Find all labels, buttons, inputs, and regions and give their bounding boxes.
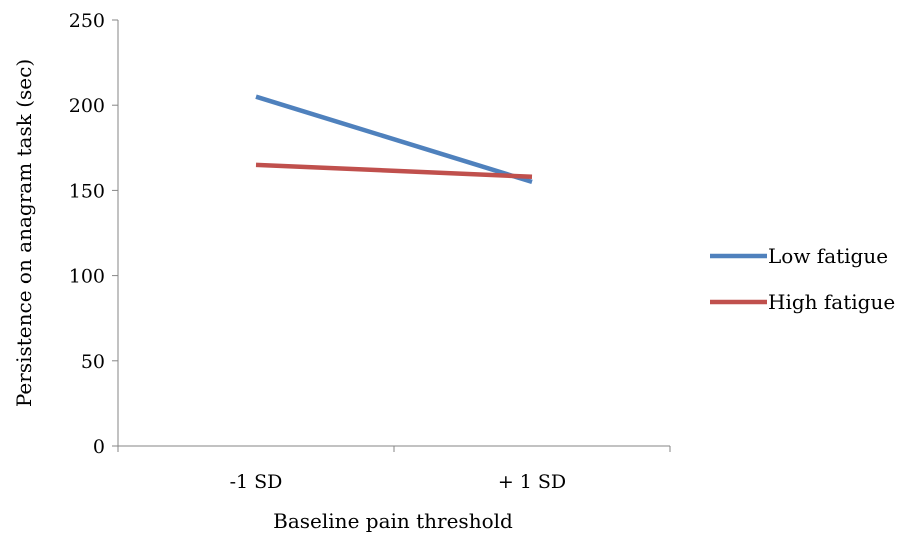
series-line-low-fatigue xyxy=(255,94,533,185)
x-tick-label: + 1 SD xyxy=(498,471,566,493)
series-lines xyxy=(255,94,533,185)
x-axis-title: Baseline pain threshold xyxy=(273,509,513,533)
x-ticks: -1 SD + 1 SD xyxy=(117,446,671,493)
y-tick-label: 100 xyxy=(69,266,105,288)
legend-label-high-fatigue: High fatigue xyxy=(768,290,895,314)
y-tick-label: 200 xyxy=(69,95,105,117)
y-tick-label: 0 xyxy=(93,436,105,458)
legend-label-low-fatigue: Low fatigue xyxy=(768,244,888,268)
x-tick-label: -1 SD xyxy=(230,471,283,493)
y-axis-title: Persistence on anagram task (sec) xyxy=(12,59,36,407)
series-line-high-fatigue xyxy=(255,162,533,180)
y-tick-label: 50 xyxy=(81,351,105,373)
y-ticks: 0 50 100 150 200 250 xyxy=(69,10,118,458)
legend: Low fatigue High fatigue xyxy=(710,244,895,314)
y-tick-label: 250 xyxy=(69,10,105,32)
y-tick-label: 150 xyxy=(69,180,105,202)
axes xyxy=(117,20,670,447)
